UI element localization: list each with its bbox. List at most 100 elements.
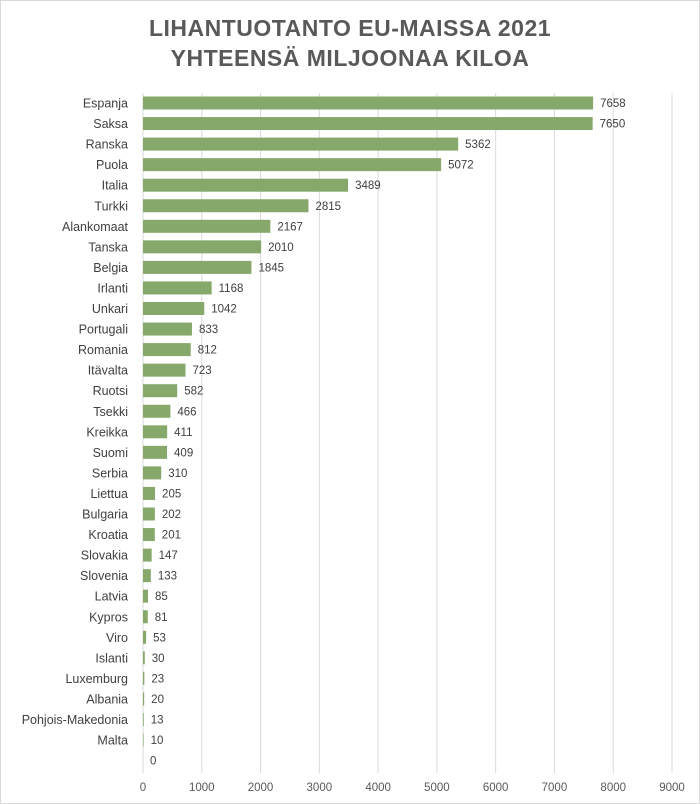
x-tick-label: 5000	[424, 782, 450, 794]
value-label: 81	[155, 612, 168, 624]
bar-bulgaria	[143, 507, 155, 521]
bar-romania	[143, 343, 191, 357]
x-tick-label: 7000	[542, 782, 568, 794]
chart-title: LIHANTUOTANTO EU-MAISSA 2021	[148, 15, 552, 41]
category-label: Bulgaria	[82, 508, 128, 522]
category-label: Saksa	[93, 117, 128, 131]
category-label: Latvia	[95, 590, 128, 604]
value-label: 201	[162, 530, 181, 542]
value-label: 310	[168, 468, 187, 480]
bars	[143, 96, 594, 747]
bar-italia	[143, 178, 349, 192]
x-tick-label: 9000	[659, 782, 685, 794]
category-label: Liettua	[90, 487, 128, 501]
bar-kreikka	[143, 425, 168, 439]
bar-slovakia	[143, 548, 152, 562]
x-tick-label: 3000	[307, 782, 333, 794]
category-label: Puola	[96, 158, 128, 172]
bar-unkari	[143, 302, 205, 315]
value-label: 147	[159, 550, 178, 562]
value-label: 0	[150, 756, 156, 768]
gridlines	[142, 93, 673, 773]
category-label: Islanti	[95, 651, 128, 665]
bar-ranska	[143, 137, 459, 151]
value-label: 53	[153, 632, 166, 644]
category-label: Portugali	[79, 323, 128, 337]
bar-latvia	[143, 589, 148, 603]
value-label: 5072	[448, 160, 474, 172]
value-label: 582	[184, 386, 203, 398]
bar-albania	[143, 692, 145, 706]
category-label: Slovenia	[80, 569, 128, 583]
value-label: 1845	[258, 262, 284, 274]
category-label: Unkari	[92, 302, 128, 316]
category-label: Belgia	[93, 261, 128, 275]
bar-pohjois-makedonia	[143, 713, 144, 726]
bar-viro	[143, 630, 147, 644]
category-label: Kreikka	[86, 425, 128, 439]
category-label: Romania	[78, 343, 128, 357]
value-label: 202	[162, 509, 181, 521]
category-label: Italia	[102, 179, 128, 193]
value-label: 2167	[277, 221, 303, 233]
bar-kypros	[143, 610, 148, 624]
value-label: 2010	[268, 242, 294, 254]
value-label: 23	[151, 673, 164, 685]
value-label: 85	[155, 591, 168, 603]
labels: 0 1000 2000 3000 4000 5000 6000 7000 8000 9000 Esp…	[22, 97, 685, 795]
bar-turkki	[143, 199, 309, 213]
bar-portugali	[143, 322, 192, 336]
x-tick-label: 1000	[189, 782, 215, 794]
category-label: Slovakia	[81, 549, 128, 563]
bar-alankomaat	[143, 219, 271, 233]
category-label: Irlanti	[97, 281, 128, 295]
bar-serbia	[143, 466, 162, 480]
bar-itävalta	[143, 363, 186, 377]
x-tick-label: 6000	[483, 782, 509, 794]
value-label: 13	[151, 715, 164, 727]
bar-slovenia	[143, 569, 151, 583]
value-label: 7650	[600, 119, 626, 131]
value-label: 1168	[219, 283, 244, 295]
bar-kroatia	[143, 528, 155, 542]
category-label: Serbia	[92, 466, 128, 480]
category-label: Luxemburg	[65, 672, 128, 686]
category-label: Kroatia	[88, 528, 128, 542]
category-label: Tanska	[88, 240, 128, 254]
category-label: Itävalta	[88, 364, 128, 378]
bar-tanska	[143, 240, 262, 254]
value-label: 30	[152, 653, 165, 665]
value-label: 1042	[211, 304, 237, 316]
category-label: Suomi	[93, 446, 128, 460]
bar-suomi	[143, 445, 168, 459]
value-label: 10	[151, 735, 164, 747]
x-tick-label: 8000	[600, 782, 626, 794]
bar-malta	[143, 733, 144, 747]
chart-title-block: LIHANTUOTANTO EU-MAISSA 2021 YHTEENSÄ MI…	[1, 13, 699, 73]
category-label: Espanja	[83, 97, 128, 111]
category-label: Tsekki	[93, 405, 128, 419]
value-label: 466	[177, 406, 196, 418]
value-label: 5362	[465, 139, 491, 151]
category-label: Kypros	[89, 610, 128, 624]
value-label: 411	[174, 427, 192, 439]
value-label: 20	[151, 694, 164, 706]
category-label: Viro	[106, 631, 128, 645]
x-tick-label: 2000	[248, 782, 274, 794]
bar-islanti	[143, 651, 145, 665]
value-label: 205	[162, 488, 181, 500]
value-label: 133	[158, 571, 177, 583]
x-tick-label: 0	[140, 782, 146, 794]
category-label: Ruotsi	[93, 384, 128, 398]
category-label: Pohjois-Makedonia	[22, 713, 128, 727]
bar-luxemburg	[143, 671, 145, 685]
bar-belgia	[143, 260, 252, 274]
value-label: 2815	[315, 201, 341, 213]
bar-saksa	[143, 117, 593, 131]
chart-subtitle: YHTEENSÄ MILJOONAA KILOA	[170, 45, 530, 71]
x-tick-label: 4000	[365, 782, 391, 794]
value-label: 7658	[600, 98, 626, 110]
bar-irlanti	[143, 281, 212, 295]
